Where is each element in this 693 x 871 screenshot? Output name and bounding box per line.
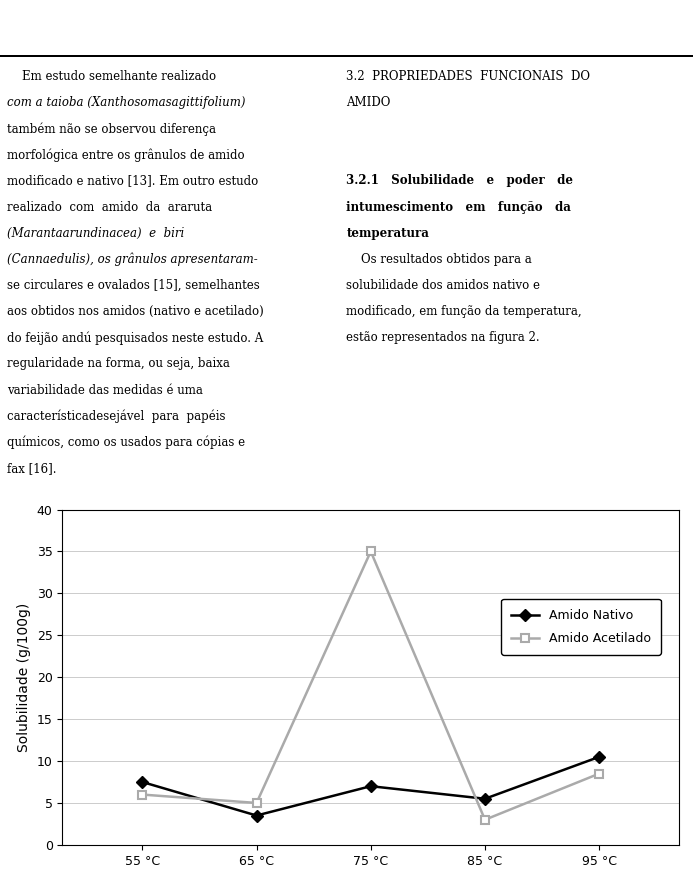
- Text: 3.2.1   Solubilidade   e   poder   de: 3.2.1 Solubilidade e poder de: [346, 174, 574, 187]
- Text: se circulares e ovalados [15], semelhantes: se circulares e ovalados [15], semelhant…: [7, 279, 260, 292]
- Text: intumescimento   em   função   da: intumescimento em função da: [346, 200, 571, 213]
- Text: (Marantaarundinacea)  e  biri: (Marantaarundinacea) e biri: [7, 226, 184, 240]
- Text: fax [16].: fax [16].: [7, 462, 56, 475]
- Text: químicos, como os usados para cópias e: químicos, como os usados para cópias e: [7, 436, 245, 449]
- Text: Os resultados obtidos para a: Os resultados obtidos para a: [346, 253, 532, 266]
- Text: morfológica entre os grânulos de amido: morfológica entre os grânulos de amido: [7, 148, 245, 162]
- Y-axis label: Solubilidade (g/100g): Solubilidade (g/100g): [17, 603, 31, 752]
- Text: do feijão andú pesquisados neste estudo. A: do feijão andú pesquisados neste estudo.…: [7, 331, 263, 345]
- Text: também não se observou diferença: também não se observou diferença: [7, 122, 216, 136]
- Text: temperatura: temperatura: [346, 226, 430, 240]
- Text: AMIDO: AMIDO: [346, 96, 391, 109]
- Text: com a taioba (Xanthosomasagittifolium): com a taioba (Xanthosomasagittifolium): [7, 96, 245, 109]
- Text: solubilidade dos amidos nativo e: solubilidade dos amidos nativo e: [346, 279, 541, 292]
- Text: aos obtidos nos amidos (nativo e acetilado): aos obtidos nos amidos (nativo e acetila…: [7, 305, 263, 318]
- Text: modificado e nativo [13]. Em outro estudo: modificado e nativo [13]. Em outro estud…: [7, 174, 258, 187]
- Text: característicadesejável  para  papéis: característicadesejável para papéis: [7, 409, 225, 423]
- Text: estão representados na figura 2.: estão representados na figura 2.: [346, 331, 540, 344]
- Text: realizado  com  amido  da  araruta: realizado com amido da araruta: [7, 200, 212, 213]
- Text: (Cannaedulis), os grânulos apresentaram-: (Cannaedulis), os grânulos apresentaram-: [7, 253, 258, 267]
- Text: modificado, em função da temperatura,: modificado, em função da temperatura,: [346, 305, 582, 318]
- Legend: Amido Nativo, Amido Acetilado: Amido Nativo, Amido Acetilado: [501, 599, 660, 655]
- Text: variabilidade das medidas é uma: variabilidade das medidas é uma: [7, 383, 203, 396]
- Text: 3.2  PROPRIEDADES  FUNCIONAIS  DO: 3.2 PROPRIEDADES FUNCIONAIS DO: [346, 70, 590, 83]
- Text: Em estudo semelhante realizado: Em estudo semelhante realizado: [7, 70, 216, 83]
- Text: regularidade na forma, ou seja, baixa: regularidade na forma, ou seja, baixa: [7, 357, 230, 370]
